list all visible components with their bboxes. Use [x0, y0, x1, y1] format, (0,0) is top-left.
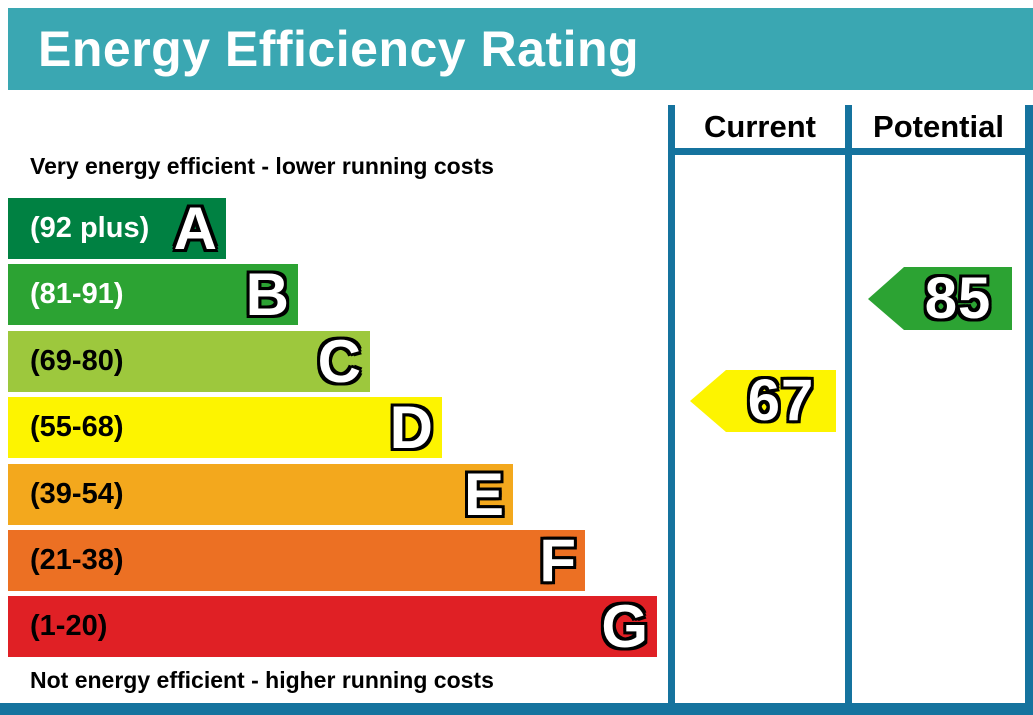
- table-left-border: [668, 105, 675, 703]
- top-caption: Very energy efficient - lower running co…: [30, 153, 494, 179]
- band-b-range-label: (81-91): [30, 278, 124, 310]
- band-e-letter: E: [463, 460, 504, 528]
- left-arrow-tip-icon: [868, 267, 904, 330]
- band-b-letter: B: [245, 260, 289, 328]
- current-rating-arrow: 67: [690, 370, 836, 432]
- band-f-range-label: (21-38): [30, 544, 124, 576]
- band-c-range-label: (69-80): [30, 345, 124, 377]
- left-arrow-tip-icon: [690, 370, 726, 432]
- current-arrow-body: 67: [726, 370, 836, 432]
- band-d-letter: D: [389, 393, 433, 461]
- band-c-letter: C: [317, 327, 361, 395]
- band-d-range-label: (55-68): [30, 411, 124, 443]
- current-column-header: Current: [704, 109, 816, 144]
- table-header-underline: [668, 148, 1033, 155]
- band-g: (1-20) G: [8, 596, 657, 657]
- band-e-range-label: (39-54): [30, 478, 124, 510]
- band-a: (92 plus) A: [8, 198, 226, 259]
- bottom-caption: Not energy efficient - higher running co…: [30, 667, 494, 693]
- table-column-divider: [845, 105, 852, 703]
- title-bar: Energy Efficiency Rating: [8, 8, 1033, 90]
- potential-rating-value: 85: [924, 265, 992, 331]
- band-a-range-label: (92 plus): [30, 212, 150, 244]
- band-f-letter: F: [539, 526, 576, 594]
- band-c: (69-80) C: [8, 331, 370, 392]
- potential-rating-arrow: 85: [868, 267, 1012, 330]
- potential-column-header: Potential: [873, 109, 1004, 144]
- band-e: (39-54) E: [8, 464, 513, 525]
- band-g-letter: G: [601, 592, 648, 660]
- current-rating-value: 67: [747, 368, 815, 433]
- band-b: (81-91) B: [8, 264, 298, 325]
- table-right-border: [1025, 105, 1033, 703]
- band-f: (21-38) F: [8, 530, 585, 591]
- bottom-border-bar: [0, 703, 1033, 715]
- page-title: Energy Efficiency Rating: [38, 21, 640, 77]
- band-d: (55-68) D: [8, 397, 442, 458]
- band-g-range-label: (1-20): [30, 610, 108, 642]
- band-a-letter: A: [173, 194, 217, 262]
- potential-arrow-body: 85: [904, 267, 1012, 330]
